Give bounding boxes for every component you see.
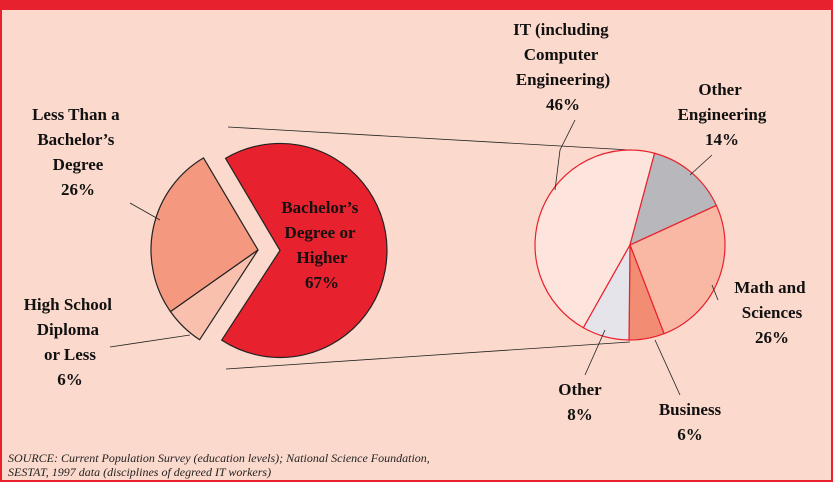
label-line: Business (659, 400, 722, 419)
leaders (109, 119, 719, 396)
label-line: High School (24, 295, 117, 314)
label-line: Other (558, 380, 602, 399)
label-line: Engineering (678, 105, 767, 124)
value-label: 26% (755, 328, 789, 347)
pie-slice (582, 244, 631, 341)
value-label: 14% (705, 130, 739, 149)
leader (711, 284, 719, 301)
label-line: Math and (734, 278, 810, 297)
slice-label: Math and Sciences (734, 278, 810, 322)
label-line: Bachelor’s (281, 198, 362, 217)
pie-slice (150, 157, 259, 313)
label-line: Higher (297, 248, 348, 267)
pie-slice (534, 149, 656, 329)
value-label: 6% (677, 425, 703, 444)
slice-label: Other (558, 380, 602, 399)
connector (225, 341, 631, 370)
slice-label: IT (including Computer Engineering) (513, 20, 613, 89)
label-line: IT (including (513, 20, 613, 39)
label-line: Bachelor’s (37, 130, 118, 149)
slice-label: Less Than a Bachelor’s Degree (32, 105, 124, 174)
slice-label: High School Diploma or Less (24, 295, 117, 364)
slice-label: Business (659, 400, 722, 419)
slice-label: Bachelor’s Degree or Higher (281, 198, 362, 267)
leader (584, 329, 606, 376)
value-label: 67% (305, 273, 339, 292)
value-label: 46% (546, 95, 580, 114)
label-line: Computer (524, 45, 603, 64)
leader (689, 154, 713, 176)
value-label: 26% (61, 180, 95, 199)
pie-slice (629, 204, 726, 335)
label-line: Engineering) (516, 70, 610, 89)
source: SESTAT, 1997 data (disciplines of degree… (8, 465, 271, 479)
leader (109, 334, 191, 348)
slice-label: Other Engineering (678, 80, 767, 124)
source: SOURCE: Current Population Survey (educa… (8, 451, 430, 465)
label-line: or Less (44, 345, 96, 364)
label-line: Sciences (742, 303, 803, 322)
pie-slice (629, 152, 718, 247)
value-label: 6% (57, 370, 83, 389)
leader (654, 339, 681, 396)
connector (227, 126, 631, 151)
leader (554, 119, 576, 191)
label-line: Degree or (285, 223, 360, 242)
leader (129, 202, 161, 221)
pies (150, 142, 726, 359)
label-line: Less Than a (32, 105, 124, 124)
label-line: Degree (53, 155, 104, 174)
value-label: 8% (567, 405, 593, 424)
pie-slice (220, 142, 388, 359)
label-line: Diploma (37, 320, 104, 339)
pie-slice (169, 249, 259, 341)
label-line: Other (698, 80, 745, 99)
